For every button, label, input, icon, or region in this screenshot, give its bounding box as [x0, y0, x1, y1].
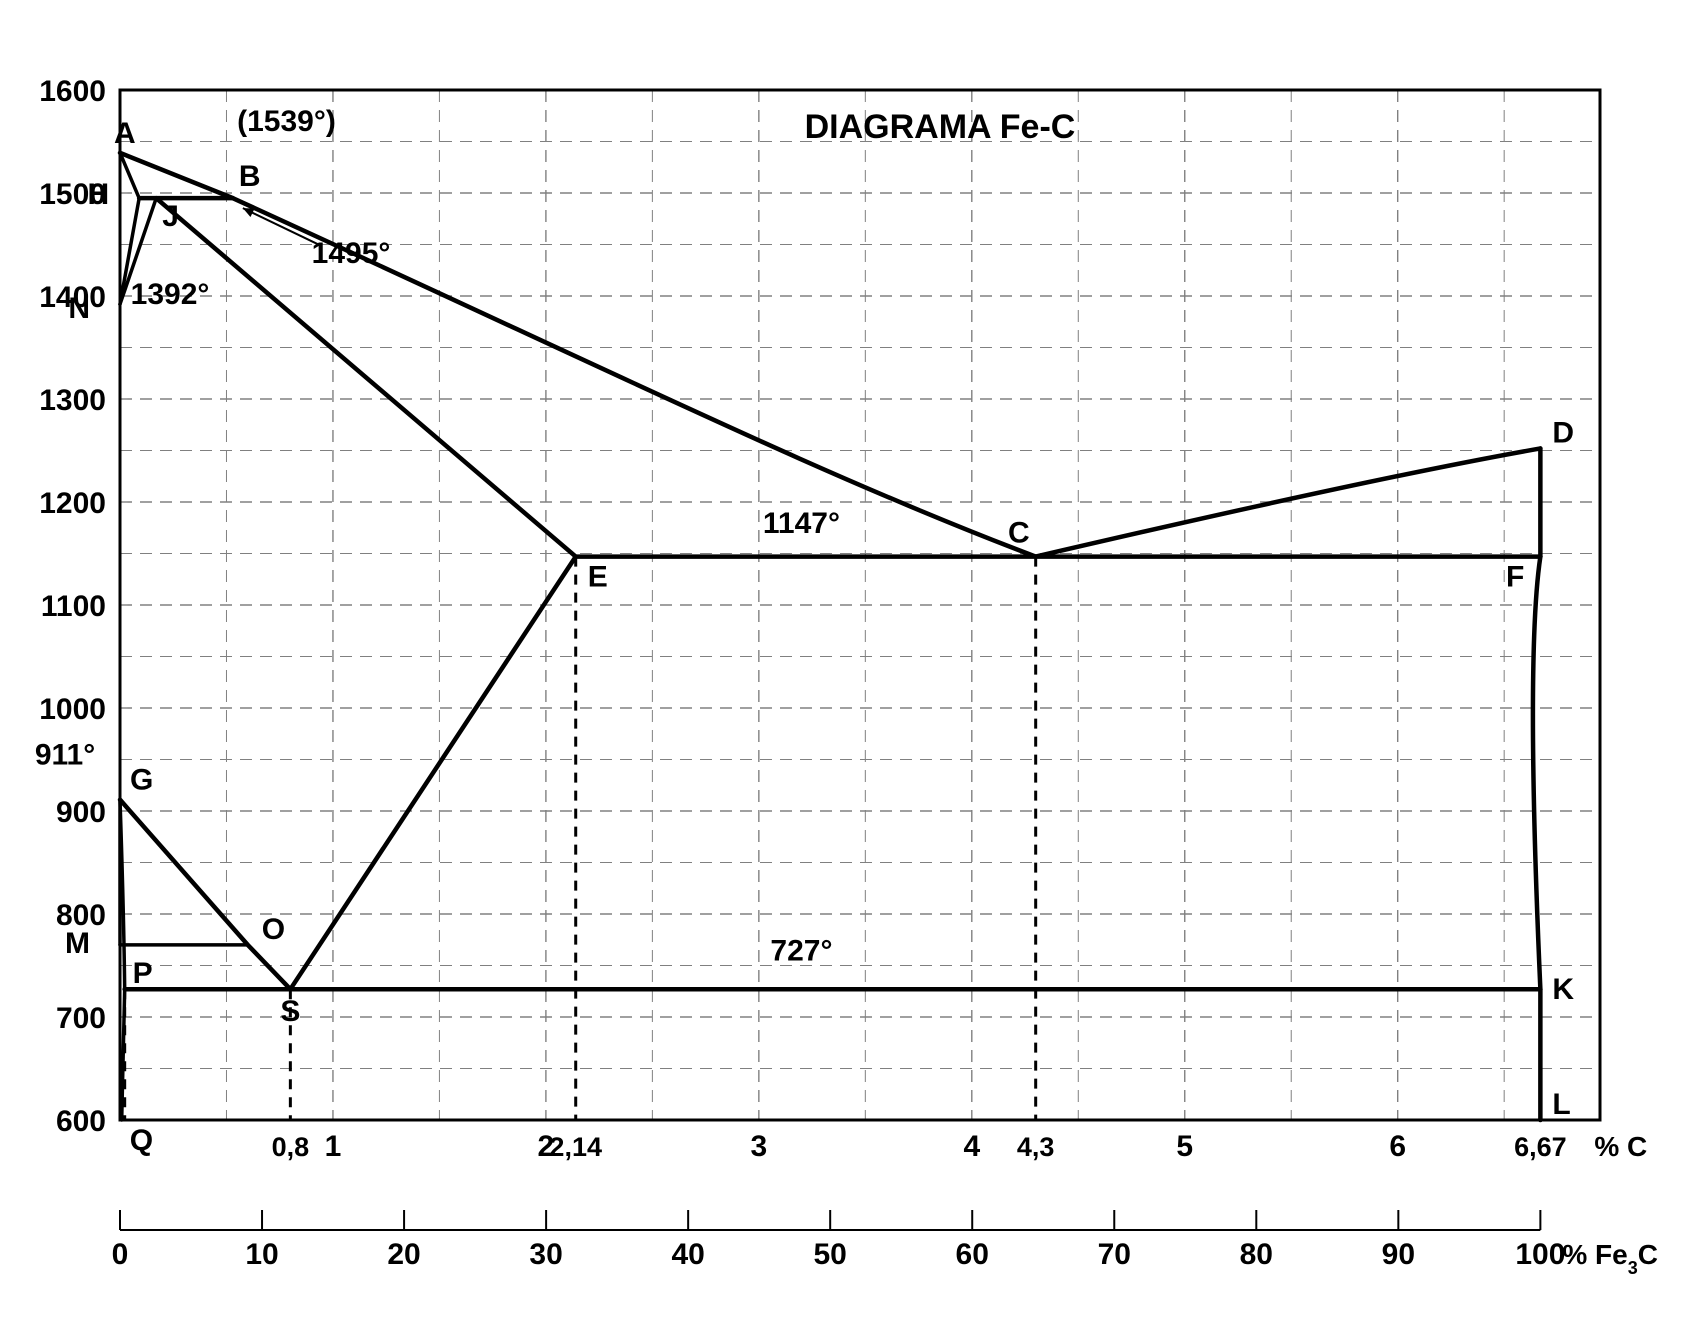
- point-label-D: D: [1552, 416, 1574, 449]
- x-carbon-tick-label: 4: [963, 1130, 980, 1163]
- temp-annotation: 727°: [770, 934, 832, 967]
- fe-c-phase-diagram: 6007008009001000110012001300140015001600…: [0, 0, 1692, 1336]
- point-label-S: S: [280, 995, 300, 1028]
- point-label-G: G: [130, 764, 153, 797]
- temp-annotation: 911°: [35, 739, 95, 772]
- point-label-B: B: [239, 160, 261, 193]
- point-label-C: C: [1008, 517, 1030, 550]
- x-fe3c-tick-label: 30: [529, 1238, 562, 1271]
- point-label-E: E: [588, 561, 608, 594]
- x-fe3c-tick-label: 70: [1098, 1238, 1131, 1271]
- temp-annotation-arrow: [243, 208, 320, 245]
- temp-annotation: 1147°: [763, 507, 840, 540]
- temp-annotation: (1539°): [237, 105, 336, 138]
- y-tick-label: 1000: [39, 693, 106, 726]
- temp-annotation: 1392°: [131, 278, 210, 311]
- x-carbon-extra-label: 2,14: [549, 1132, 602, 1162]
- secondary-x-axis: 0 10 20 30 40 50 60 70 80 90 100% Fe3C: [112, 1210, 1658, 1278]
- temp-annotation: 1495°: [312, 237, 391, 270]
- x-carbon-extra-label: 4,3: [1017, 1132, 1055, 1162]
- x-fe3c-tick-label: 100: [1515, 1238, 1565, 1271]
- x-carbon-extra-label: 0,8: [272, 1132, 310, 1162]
- y-tick-label: 1200: [39, 487, 106, 520]
- y-tick-label: 600: [56, 1105, 106, 1138]
- point-label-H: H: [87, 178, 109, 211]
- y-tick-label: 700: [56, 1002, 106, 1035]
- point-label-O: O: [262, 913, 285, 946]
- x-fe3c-tick-label: 40: [671, 1238, 704, 1271]
- phase-line-FK: [1533, 557, 1540, 990]
- x-carbon-tick-label: 5: [1176, 1130, 1193, 1163]
- y-tick-label: 1300: [39, 384, 106, 417]
- x-carbon-extra-label: 6,67: [1514, 1132, 1567, 1162]
- point-label-M: M: [65, 927, 90, 960]
- x-fe3c-tick-label: 10: [245, 1238, 278, 1271]
- x-fe3c-unit: % Fe3C: [1562, 1239, 1658, 1278]
- phase-line-liquidus-ABC: [120, 153, 1036, 557]
- x-fe3c-tick-label: 80: [1240, 1238, 1273, 1271]
- composition-guides: [125, 557, 1036, 1120]
- labels-layer: AH B J N D C E F G M O P S K Q L (1539°) 1495° 1392° 1147° 9…: [35, 105, 1575, 1157]
- point-label-N: N: [68, 292, 90, 325]
- point-label-L: L: [1552, 1088, 1570, 1121]
- point-label-P: P: [133, 957, 153, 990]
- diagram-title: DIAGRAMA Fe-C: [805, 108, 1076, 146]
- point-label-A: A: [114, 117, 136, 150]
- y-tick-label: 900: [56, 796, 106, 829]
- x-carbon-unit: % C: [1594, 1131, 1647, 1162]
- x-fe3c-tick-label: 50: [813, 1238, 846, 1271]
- x-carbon-tick-label: 1: [325, 1130, 342, 1163]
- point-label-K: K: [1552, 973, 1574, 1006]
- point-label-Q: Q: [130, 1124, 153, 1157]
- x-fe3c-tick-label: 60: [956, 1238, 989, 1271]
- y-tick-label: 1600: [39, 75, 106, 108]
- x-fe3c-tick-label: 90: [1382, 1238, 1415, 1271]
- x-fe3c-tick-label: 20: [387, 1238, 420, 1271]
- x-fe3c-tick-label: 0: [112, 1238, 129, 1271]
- point-label-F: F: [1506, 561, 1524, 594]
- y-tick-label: 1100: [41, 590, 106, 623]
- x-carbon-tick-label: 3: [751, 1130, 768, 1163]
- point-label-J: J: [162, 200, 179, 233]
- x-carbon-tick-label: 6: [1389, 1130, 1406, 1163]
